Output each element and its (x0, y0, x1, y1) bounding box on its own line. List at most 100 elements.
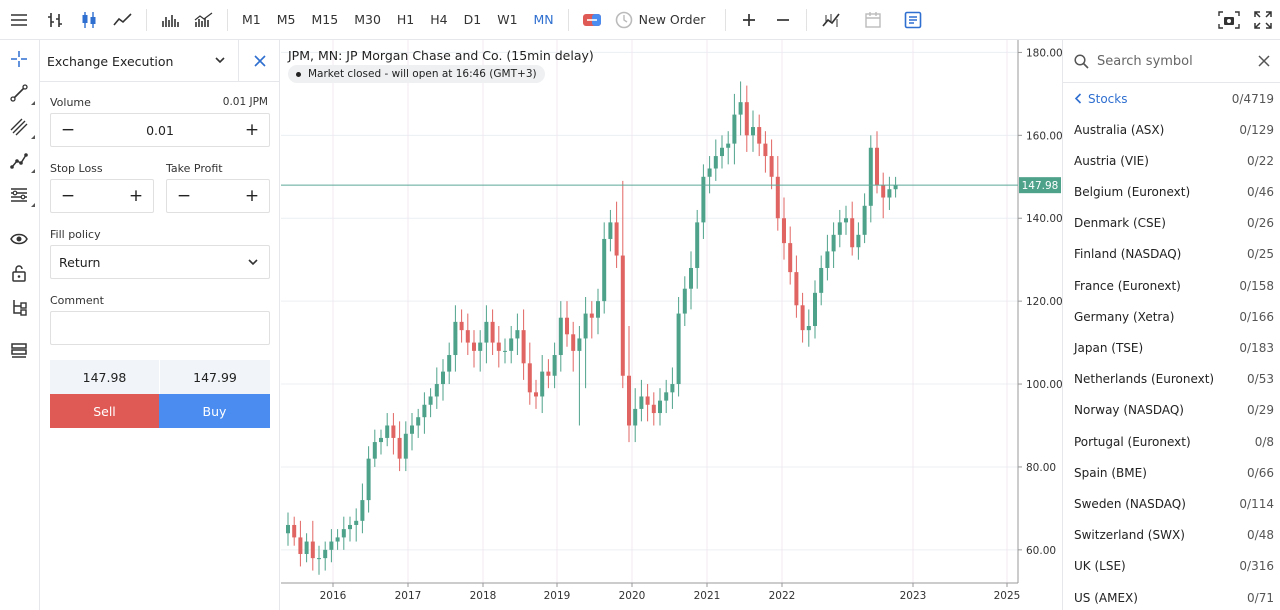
timeframe-h1[interactable]: H1 (396, 12, 415, 27)
notes-icon[interactable] (893, 0, 933, 40)
candlestick-chart-icon[interactable] (72, 0, 106, 40)
toolbar-divider (567, 8, 569, 31)
candle-body (875, 147, 879, 186)
list-item-name: US (AMEX) (1074, 590, 1138, 605)
list-item[interactable]: Belgium (Euronext) 0/46 (1063, 176, 1280, 207)
layers-icon[interactable] (0, 337, 38, 365)
candle-body (608, 222, 613, 239)
menu-icon[interactable] (0, 0, 38, 40)
stop-loss-input[interactable] (85, 180, 119, 212)
candle-body (881, 185, 886, 198)
screenshot-icon[interactable] (1212, 0, 1246, 40)
list-item[interactable]: Finland (NASDAQ) 0/25 (1063, 239, 1280, 270)
drawing-tools-rail (0, 40, 40, 610)
chevron-down-icon (247, 256, 259, 271)
chart-trade-icon[interactable] (813, 0, 853, 40)
trade-toggle-icon[interactable] (575, 0, 609, 40)
fill-policy-label: Fill policy (50, 228, 101, 241)
channel-icon[interactable] (0, 113, 38, 141)
candle-body (596, 301, 600, 318)
timeframe-m30[interactable]: M30 (354, 12, 381, 27)
chart-canvas[interactable]: 180.00 160.00 140.00 120.00 100.00 80.00 60.00… (281, 40, 1063, 610)
fibonacci-icon[interactable] (0, 181, 38, 209)
list-item[interactable]: Norway (NASDAQ) 0/29 (1063, 395, 1280, 426)
candle-body (769, 156, 774, 177)
list-item-count: 0/183 (1239, 340, 1274, 355)
timeframe-m5[interactable]: M5 (276, 12, 296, 27)
list-item[interactable]: Japan (TSE) 0/183 (1063, 332, 1280, 363)
stop-loss-increment-button[interactable]: + (128, 186, 144, 206)
close-icon[interactable] (1258, 55, 1270, 70)
timeframe-m1[interactable]: M1 (242, 12, 261, 27)
bar-chart-icon[interactable] (38, 0, 72, 40)
candle-body (391, 425, 396, 438)
close-icon[interactable] (238, 40, 280, 82)
candle-body (583, 313, 588, 339)
candle-body (825, 251, 830, 268)
timeframe-mn[interactable]: MN (533, 12, 554, 27)
list-item[interactable]: UK (LSE) 0/316 (1063, 551, 1280, 582)
list-item[interactable]: Netherlands (Euronext) 0/53 (1063, 364, 1280, 395)
list-item[interactable]: Australia (ASX) 0/129 (1063, 114, 1280, 145)
list-item[interactable]: France (Euronext) 0/158 (1063, 270, 1280, 301)
zoom-in-icon[interactable] (732, 0, 766, 40)
volume-increment-button[interactable]: + (244, 120, 260, 140)
list-item[interactable]: Switzerland (SWX) 0/48 (1063, 520, 1280, 551)
price-chart[interactable]: 180.00 160.00 140.00 120.00 100.00 80.00 60.00… (281, 40, 1063, 610)
zoom-out-icon[interactable] (766, 0, 800, 40)
eye-icon[interactable] (0, 225, 38, 253)
candle-body (682, 288, 687, 314)
volume-decrement-button[interactable]: − (60, 120, 76, 140)
line-chart-icon[interactable] (106, 0, 140, 40)
search-input[interactable] (1097, 51, 1247, 71)
candle-body (813, 292, 817, 327)
candle-body (614, 222, 619, 256)
chevron-down-icon[interactable] (214, 54, 226, 69)
list-item[interactable]: Portugal (Euronext) 0/8 (1063, 426, 1280, 457)
market-status-text: Market closed - will open at 16:46 (GMT+… (308, 68, 537, 80)
object-tree-icon[interactable] (0, 293, 38, 321)
list-item[interactable]: Denmark (CSE) 0/26 (1063, 208, 1280, 239)
order-type-select[interactable]: Exchange Execution (47, 54, 174, 69)
market-status-badge: Market closed - will open at 16:46 (GMT+… (288, 65, 545, 83)
volume-input[interactable]: 0.01 (146, 122, 174, 138)
list-item[interactable]: US (AMEX) 0/71 (1063, 582, 1280, 610)
timeframe-d1[interactable]: D1 (463, 12, 482, 27)
timeframe-h4[interactable]: H4 (430, 12, 448, 27)
fullscreen-icon[interactable] (1246, 0, 1280, 40)
fill-policy-select[interactable]: Return (50, 245, 270, 279)
take-profit-increment-button[interactable]: + (244, 186, 260, 206)
candle-body (893, 185, 898, 190)
stop-loss-decrement-button[interactable]: − (60, 186, 76, 206)
candle-body (571, 334, 576, 351)
chevron-left-icon[interactable] (1074, 93, 1082, 107)
new-order-button[interactable]: New Order (638, 12, 706, 27)
sell-button[interactable]: Sell (50, 394, 159, 428)
volume-icon[interactable] (153, 0, 187, 40)
watchlist-group-header[interactable]: Stocks 0/4719 (1063, 83, 1280, 114)
polyline-icon[interactable] (0, 147, 38, 175)
buy-button[interactable]: Buy (159, 394, 270, 428)
group-label[interactable]: Stocks (1088, 91, 1128, 106)
candle-body (602, 238, 607, 302)
take-profit-decrement-button[interactable]: − (176, 186, 192, 206)
trend-line-icon[interactable] (0, 79, 38, 107)
x-tick-label: 2019 (544, 590, 571, 602)
list-item[interactable]: Austria (VIE) 0/22 (1063, 145, 1280, 176)
timeframe-w1[interactable]: W1 (497, 12, 518, 27)
timeframe-m15[interactable]: M15 (311, 12, 339, 27)
list-item-count: 0/129 (1239, 122, 1274, 137)
list-item[interactable]: Spain (BME) 0/66 (1063, 457, 1280, 488)
list-item[interactable]: Sweden (NASDAQ) 0/114 (1063, 488, 1280, 519)
candle-body (695, 222, 700, 268)
candle-body (447, 355, 452, 372)
crosshair-icon[interactable] (0, 45, 38, 73)
lock-icon[interactable] (0, 259, 38, 287)
list-item[interactable]: Germany (Xetra) 0/166 (1063, 301, 1280, 332)
take-profit-input[interactable] (201, 180, 235, 212)
y-tick-label: 180.00 (1026, 47, 1062, 59)
comment-input[interactable] (50, 311, 270, 345)
candle-body (527, 363, 532, 393)
candle-body (465, 330, 470, 343)
indicators-icon[interactable] (187, 0, 221, 40)
